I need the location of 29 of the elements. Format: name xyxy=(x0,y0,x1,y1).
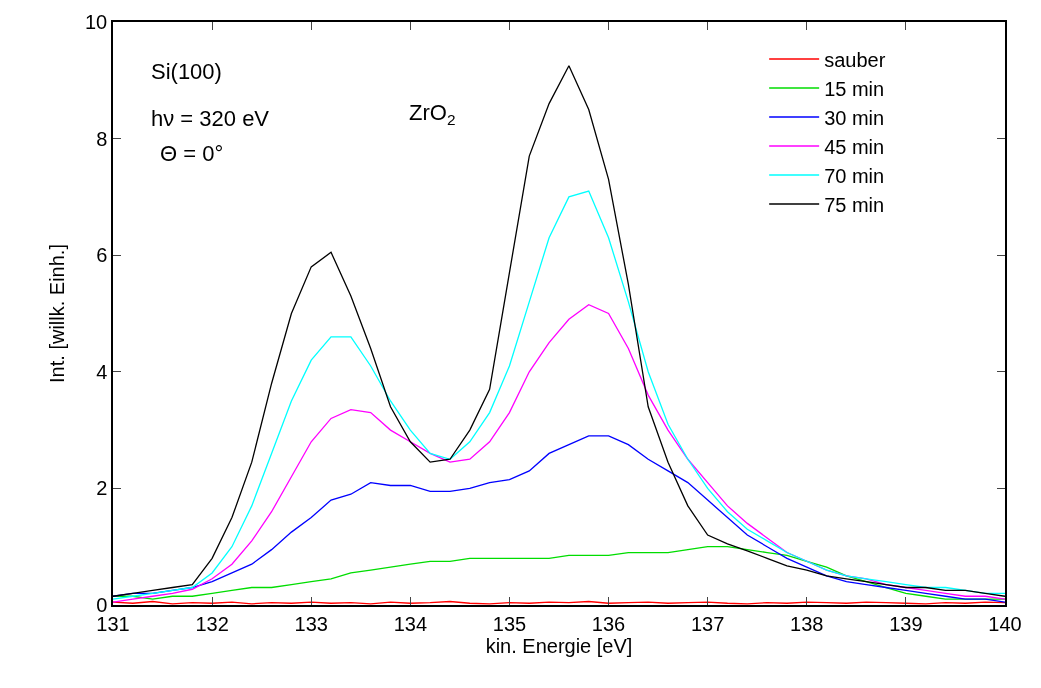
x-tick-label: 140 xyxy=(988,612,1022,635)
legend-label: 70 min xyxy=(824,164,885,187)
y-axis-title: Int. [willk. Einh.] xyxy=(46,244,68,383)
legend-label: 15 min xyxy=(824,77,885,100)
line-series xyxy=(113,190,1005,600)
line-series xyxy=(113,304,1005,603)
annotation: hν = 320 eV xyxy=(151,106,270,131)
y-tick-label: 2 xyxy=(96,477,108,500)
y-tick-label: 10 xyxy=(85,11,108,33)
x-tick-label: 133 xyxy=(294,612,328,635)
legend-label: 75 min xyxy=(824,193,885,216)
annotation: Si(100) xyxy=(151,59,222,84)
x-tick-label: 135 xyxy=(492,612,527,635)
x-tick-label: 136 xyxy=(591,612,626,635)
x-tick-label: 138 xyxy=(790,612,824,635)
annotation: Θ = 0° xyxy=(160,141,224,166)
x-tick-label: 134 xyxy=(393,612,428,635)
annotation: ZrO$_{2}$ xyxy=(409,100,456,128)
x-axis-title: kin. Energie [eV] xyxy=(485,634,633,657)
x-tick-label: 132 xyxy=(195,612,229,635)
line-series xyxy=(113,546,1005,600)
x-tick-label: 139 xyxy=(889,612,923,635)
x-tick-label: 137 xyxy=(690,612,725,635)
legend-label: sauber xyxy=(824,48,886,71)
y-tick-label: 8 xyxy=(96,127,108,150)
y-tick-label: 6 xyxy=(96,244,108,267)
y-tick-label: 4 xyxy=(96,360,108,383)
legend-label: 30 min xyxy=(824,106,885,129)
legend-label: 45 min xyxy=(824,135,885,158)
